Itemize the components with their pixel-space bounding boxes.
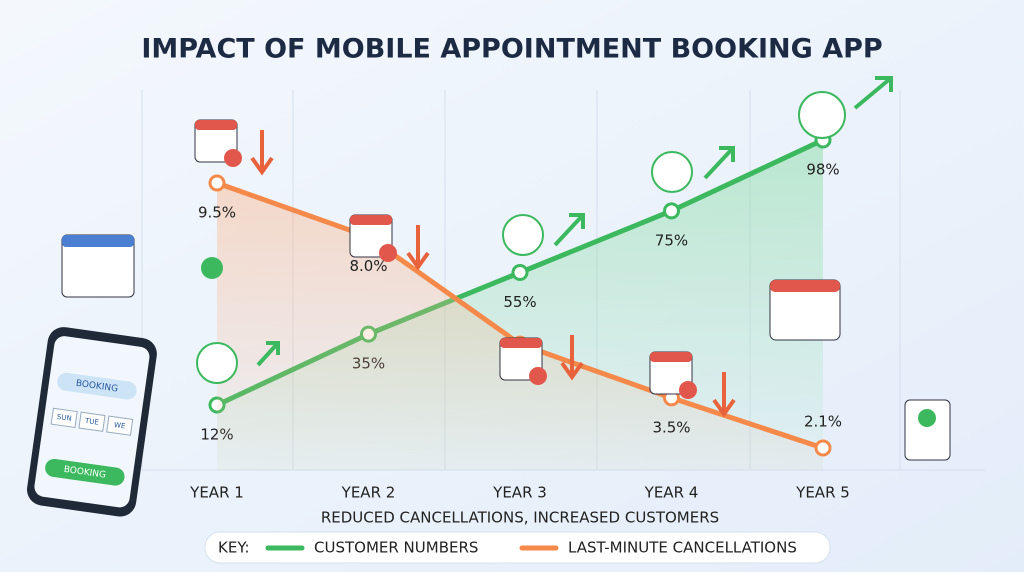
phone-day: TUE [84, 417, 100, 427]
data-label: 8.0% [349, 257, 387, 275]
legend-title: KEY: [218, 539, 250, 557]
point [511, 264, 529, 281]
phone-day: WE [113, 421, 125, 431]
x-axis-label: REDUCED CANCELLATIONS, INCREASED CUSTOME… [321, 509, 719, 527]
data-label: 3.5% [652, 418, 690, 436]
x-tick-label: YEAR 5 [795, 484, 850, 502]
data-label: 55% [503, 293, 536, 311]
data-label: 98% [806, 161, 839, 179]
x-tick-label: YEAR 1 [189, 484, 244, 502]
point [663, 202, 680, 220]
chart-title: IMPACT OF MOBILE APPOINTMENT BOOKING APP [141, 34, 882, 65]
legend-label: CUSTOMER NUMBERS [314, 539, 478, 557]
decor-icons [61, 76, 951, 461]
data-label: 2.1% [804, 413, 842, 431]
point [208, 174, 226, 192]
x-tick-label: YEAR 2 [341, 484, 396, 502]
phone: BOOKING SUN TUE WE BOOKING [27, 327, 157, 517]
x-tick-label: YEAR 3 [492, 484, 547, 502]
x-tick-label: YEAR 4 [644, 484, 699, 502]
legend [204, 531, 831, 564]
data-label: 9.5% [198, 204, 236, 222]
phone-day: SUN [56, 413, 72, 423]
legend-items: CUSTOMER NUMBERS LAST-MINUTE CANCELLATION… [265, 539, 797, 557]
point [814, 439, 832, 457]
data-label: 75% [655, 231, 688, 249]
legend-label: LAST-MINUTE CANCELLATIONS [568, 539, 797, 557]
